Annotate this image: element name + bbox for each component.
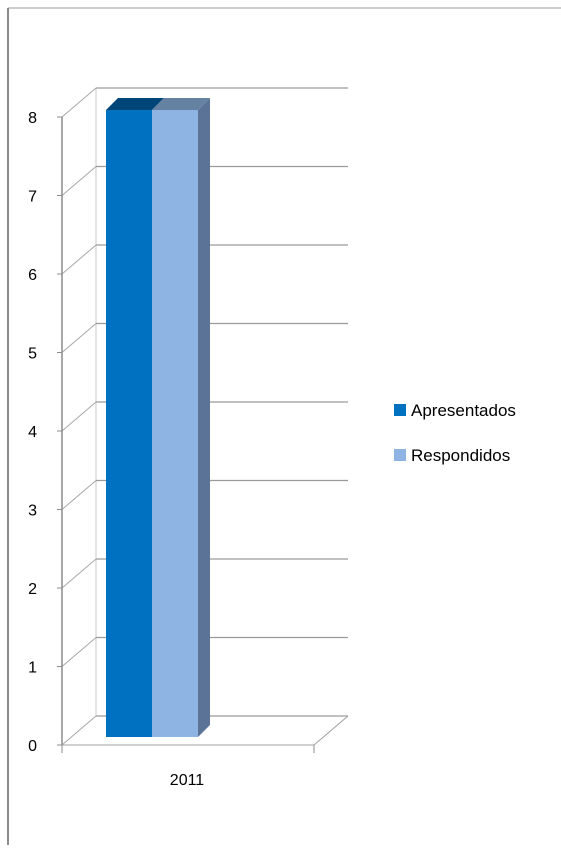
bar-top-apresentados <box>106 98 164 110</box>
side-gridline <box>61 244 97 275</box>
side-gridline <box>61 166 97 196</box>
floor-right-edge <box>313 715 349 746</box>
y-tick-label: 4 <box>28 424 37 441</box>
y-tick-label: 6 <box>28 267 37 284</box>
y-tick-label: 1 <box>28 660 37 677</box>
side-gridline <box>61 637 97 667</box>
bar-side-respondidos <box>198 98 210 737</box>
y-tick-label: 7 <box>28 189 37 206</box>
bar-apresentados <box>106 110 152 737</box>
y-tick-label: 3 <box>28 503 37 520</box>
side-gridline <box>61 323 97 353</box>
legend-label-apresentados: Apresentados <box>411 401 516 420</box>
legend-swatch-apresentados <box>394 404 406 416</box>
bar-respondidos <box>152 110 198 737</box>
legend-swatch-respondidos <box>394 449 406 461</box>
side-gridline <box>61 558 97 589</box>
axis-layer <box>57 116 349 753</box>
bars-layer <box>106 98 210 737</box>
y-tick-label: 5 <box>28 346 37 363</box>
side-gridline <box>61 401 97 432</box>
side-gridline <box>61 715 97 746</box>
bar-top-respondidos <box>152 98 210 110</box>
y-tick-label: 0 <box>28 738 37 755</box>
legend-label-respondidos: Respondidos <box>411 446 510 465</box>
legend-layer: Apresentados Respondidos <box>394 401 516 465</box>
x-tick-label: 2011 <box>170 772 205 789</box>
labels-layer: 0 1 2 3 4 5 6 7 8 2011 <box>28 110 204 789</box>
y-tick-label: 2 <box>28 581 37 598</box>
side-gridline <box>61 480 97 510</box>
side-gridline <box>61 87 97 118</box>
y-tick-label: 8 <box>28 110 37 127</box>
